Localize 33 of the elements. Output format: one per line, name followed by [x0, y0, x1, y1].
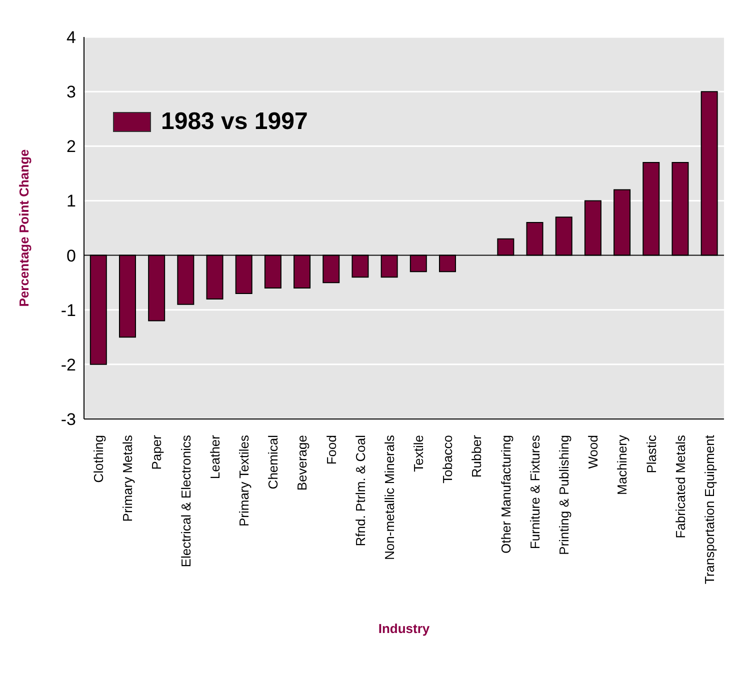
x-tick-label: Wood	[586, 435, 601, 469]
y-tick-label: 3	[66, 82, 76, 102]
x-tick-label: Primary Textiles	[236, 434, 252, 527]
x-tick-label: Printing & Publishing	[556, 435, 572, 555]
x-tick-label: Other Manufacturing	[498, 435, 514, 554]
x-tick-label: Textile	[411, 435, 426, 472]
y-tick-label: 4	[66, 28, 76, 48]
x-tick-label: Machinery	[614, 434, 630, 495]
x-tick-label: Paper	[149, 434, 164, 470]
legend-label: 1983 vs 1997	[161, 108, 308, 136]
x-tick-label: Beverage	[294, 435, 310, 491]
x-tick-label: Rubber	[469, 434, 484, 478]
x-tick-label: Primary Metals	[120, 434, 136, 522]
y-tick-label: -1	[60, 300, 76, 320]
x-tick-label: Clothing	[91, 435, 106, 483]
x-tick-label: Food	[324, 435, 339, 465]
y-axis-title: Percentage Point Change	[16, 149, 32, 307]
x-axis-title: Industry	[378, 621, 430, 636]
y-tick-label: 0	[66, 246, 76, 266]
x-tick-label: Tobacco	[440, 435, 456, 484]
x-tick-label: Leather	[207, 434, 222, 480]
x-tick-label: Non-metallic Minerals	[382, 434, 397, 560]
y-tick-label: -3	[60, 410, 76, 430]
x-tick-label: Fabricated Metals	[672, 434, 688, 538]
x-tick-label: Transportation Equipment	[702, 434, 717, 584]
x-tick-label: Furniture & Fixtures	[527, 434, 542, 550]
x-tick-label: Rfnd. Ptrlm. & Coal	[352, 434, 368, 546]
y-tick-label: 2	[66, 137, 76, 156]
x-tick-label: Chemical	[266, 434, 281, 490]
y-tick-label: -2	[60, 355, 76, 374]
x-tick-label: Plastic	[644, 434, 659, 474]
y-tick-label: 1	[66, 192, 76, 211]
x-tick-label: Electrical & Electronics	[178, 434, 194, 568]
